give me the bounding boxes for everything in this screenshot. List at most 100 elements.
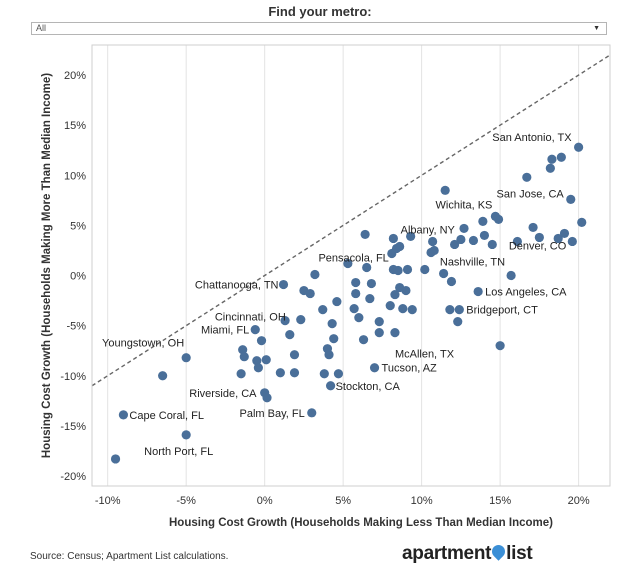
metro-select[interactable]: All ▼ — [31, 22, 607, 35]
data-point[interactable] — [305, 288, 315, 299]
data-point[interactable] — [374, 317, 384, 327]
data-point[interactable] — [468, 235, 479, 246]
data-point[interactable] — [289, 350, 300, 360]
plot-frame — [91, 44, 611, 487]
data-point[interactable] — [493, 214, 504, 224]
data-point[interactable] — [310, 269, 320, 280]
logo-text-right: list — [506, 543, 533, 564]
data-point[interactable] — [351, 277, 361, 288]
data-point[interactable] — [118, 410, 128, 420]
data-point[interactable] — [559, 228, 570, 239]
data-point[interactable] — [325, 381, 336, 391]
data-point[interactable] — [390, 328, 400, 338]
data-point[interactable] — [360, 229, 370, 240]
data-point[interactable] — [250, 325, 260, 335]
data-point[interactable] — [343, 258, 353, 269]
data-point[interactable] — [296, 315, 306, 325]
data-point[interactable] — [398, 303, 408, 314]
y-tick-label: 20% — [64, 70, 86, 82]
data-point[interactable] — [401, 285, 411, 296]
x-tick-label: -10% — [95, 495, 121, 507]
data-point[interactable] — [289, 368, 300, 378]
data-point[interactable] — [440, 185, 450, 195]
data-point[interactable] — [369, 363, 380, 373]
data-point[interactable] — [261, 355, 271, 365]
data-point[interactable] — [473, 286, 483, 297]
data-point[interactable] — [454, 305, 464, 315]
data-point[interactable] — [181, 430, 191, 440]
data-point[interactable] — [479, 230, 490, 241]
data-point[interactable] — [351, 288, 361, 299]
data-point[interactable] — [366, 278, 377, 289]
point-annotation: Riverside, CA — [189, 388, 257, 400]
data-point[interactable] — [445, 305, 455, 315]
data-point[interactable] — [319, 369, 329, 379]
data-point[interactable] — [280, 316, 290, 326]
data-point[interactable] — [429, 245, 439, 256]
data-point[interactable] — [506, 270, 516, 281]
data-point[interactable] — [446, 276, 457, 287]
data-point[interactable] — [393, 265, 403, 276]
data-point[interactable] — [420, 264, 430, 275]
data-point[interactable] — [390, 289, 400, 300]
data-point[interactable] — [450, 239, 460, 250]
data-point[interactable] — [402, 264, 413, 275]
data-point[interactable] — [459, 223, 469, 234]
data-point[interactable] — [453, 317, 463, 327]
point-annotation: Cincinnati, OH — [215, 312, 286, 324]
data-point[interactable] — [307, 408, 317, 418]
data-point[interactable] — [362, 262, 372, 273]
data-point[interactable] — [349, 303, 359, 314]
data-point[interactable] — [332, 296, 342, 307]
data-point[interactable] — [275, 368, 285, 378]
data-point[interactable] — [318, 305, 328, 315]
x-tick-label: 10% — [411, 495, 433, 507]
data-point[interactable] — [407, 305, 417, 315]
data-point[interactable] — [365, 293, 375, 304]
data-point[interactable] — [406, 231, 416, 242]
data-point[interactable] — [285, 330, 295, 340]
data-point[interactable] — [512, 236, 522, 247]
data-point[interactable] — [545, 163, 555, 173]
data-point[interactable] — [495, 341, 505, 351]
y-tick-label: 5% — [70, 220, 86, 232]
data-point[interactable] — [252, 356, 262, 366]
data-point[interactable] — [577, 217, 587, 228]
data-point[interactable] — [547, 154, 557, 164]
x-tick-label: -5% — [176, 495, 196, 507]
data-point[interactable] — [566, 194, 576, 204]
data-point[interactable] — [556, 152, 566, 162]
data-point[interactable] — [236, 369, 246, 379]
data-point[interactable] — [329, 334, 339, 344]
data-point[interactable] — [385, 300, 395, 311]
data-point[interactable] — [487, 239, 497, 250]
data-point[interactable] — [110, 454, 121, 464]
data-point[interactable] — [158, 371, 168, 381]
data-point[interactable] — [553, 233, 563, 244]
data-point[interactable] — [354, 313, 364, 323]
data-point[interactable] — [395, 241, 405, 252]
data-point[interactable] — [522, 172, 532, 182]
data-point[interactable] — [181, 353, 191, 363]
data-point[interactable] — [388, 233, 398, 244]
data-point[interactable] — [528, 222, 538, 233]
data-point[interactable] — [324, 350, 334, 360]
data-point[interactable] — [358, 335, 369, 345]
data-point[interactable] — [253, 363, 263, 373]
chevron-down-icon[interactable]: ▼ — [593, 25, 600, 32]
data-point[interactable] — [534, 232, 544, 243]
data-point[interactable] — [374, 328, 384, 338]
data-point[interactable] — [428, 236, 438, 247]
data-point[interactable] — [567, 236, 577, 247]
data-point[interactable] — [333, 369, 344, 379]
data-point[interactable] — [478, 216, 488, 226]
data-point[interactable] — [574, 142, 584, 152]
data-point[interactable] — [278, 279, 289, 290]
data-point[interactable] — [456, 234, 466, 245]
data-point[interactable] — [238, 345, 248, 355]
data-point[interactable] — [239, 352, 249, 362]
data-point[interactable] — [256, 336, 267, 346]
data-point[interactable] — [327, 319, 337, 329]
data-point[interactable] — [262, 393, 272, 403]
data-point[interactable] — [439, 268, 449, 279]
